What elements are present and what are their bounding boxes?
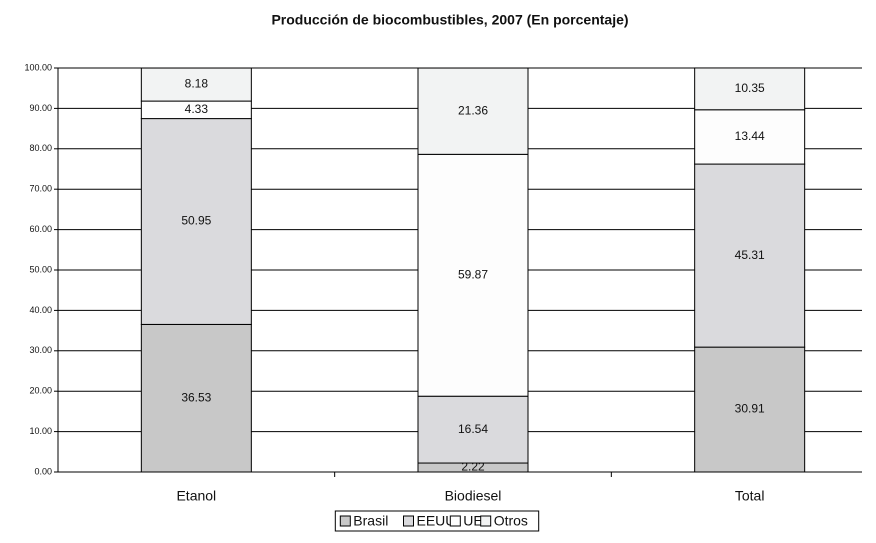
data-label: 10.35	[735, 81, 765, 95]
chart-title: Producción de biocombustibles, 2007 (En …	[271, 12, 628, 28]
data-label: 4.33	[185, 102, 209, 116]
bar-segment	[140, 323, 252, 473]
y-tick-label: 90.00	[29, 103, 52, 113]
y-tick-label: 30.00	[29, 345, 52, 355]
y-tick-label: 50.00	[29, 264, 52, 274]
x-tick-label: Total	[735, 488, 765, 504]
legend-swatch	[403, 515, 414, 527]
y-tick-label: 10.00	[29, 426, 52, 436]
y-tick-label: 80.00	[29, 143, 52, 153]
data-label: 50.95	[181, 214, 211, 228]
bar-segment	[694, 346, 806, 473]
legend-label: Otros	[494, 513, 528, 529]
bar-segment	[140, 118, 252, 325]
data-label: 59.87	[458, 267, 488, 281]
data-label: 36.53	[181, 390, 211, 404]
legend-swatch	[339, 515, 351, 527]
data-label: 21.36	[458, 103, 488, 117]
bar-segment	[694, 163, 806, 348]
data-label: 45.31	[735, 248, 765, 262]
legend-label: UE	[463, 513, 482, 529]
legend-swatch	[449, 515, 461, 527]
y-tick-label: 0.00	[34, 466, 52, 476]
data-label: 13.44	[735, 129, 765, 143]
y-tick-label: 20.00	[29, 386, 52, 396]
data-label: 8.18	[185, 77, 209, 91]
x-tick-label: Etanol	[176, 488, 216, 504]
data-label: 30.91	[735, 402, 765, 416]
x-tick-label: Biodiesel	[445, 488, 502, 504]
y-tick-label: 70.00	[29, 184, 52, 194]
y-tick-label: 60.00	[29, 224, 52, 234]
legend-swatch	[480, 515, 492, 527]
bar-segment	[694, 109, 806, 165]
legend-label: EEUU	[417, 513, 456, 529]
bar-segment	[417, 153, 529, 397]
legend-label: Brasil	[353, 513, 388, 529]
bar-segment	[417, 67, 529, 155]
bar-segment	[140, 67, 252, 102]
y-tick-label: 40.00	[29, 305, 52, 315]
bar-segment	[417, 395, 529, 464]
y-tick-label: 100.00	[24, 62, 52, 72]
data-label: 16.54	[458, 422, 488, 436]
bar-segment	[694, 67, 806, 111]
